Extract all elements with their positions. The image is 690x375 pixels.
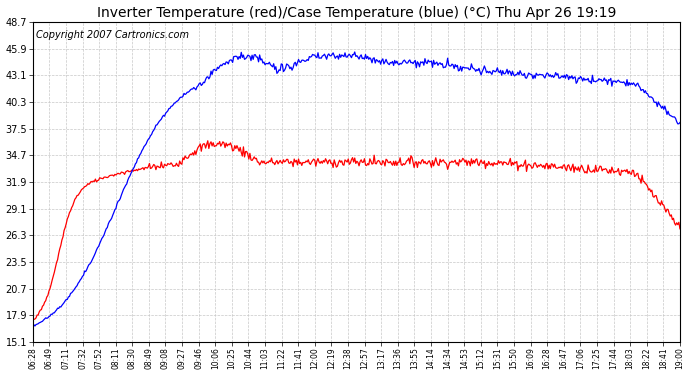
Title: Inverter Temperature (red)/Case Temperature (blue) (°C) Thu Apr 26 19:19: Inverter Temperature (red)/Case Temperat…	[97, 6, 616, 20]
Text: Copyright 2007 Cartronics.com: Copyright 2007 Cartronics.com	[36, 30, 189, 40]
